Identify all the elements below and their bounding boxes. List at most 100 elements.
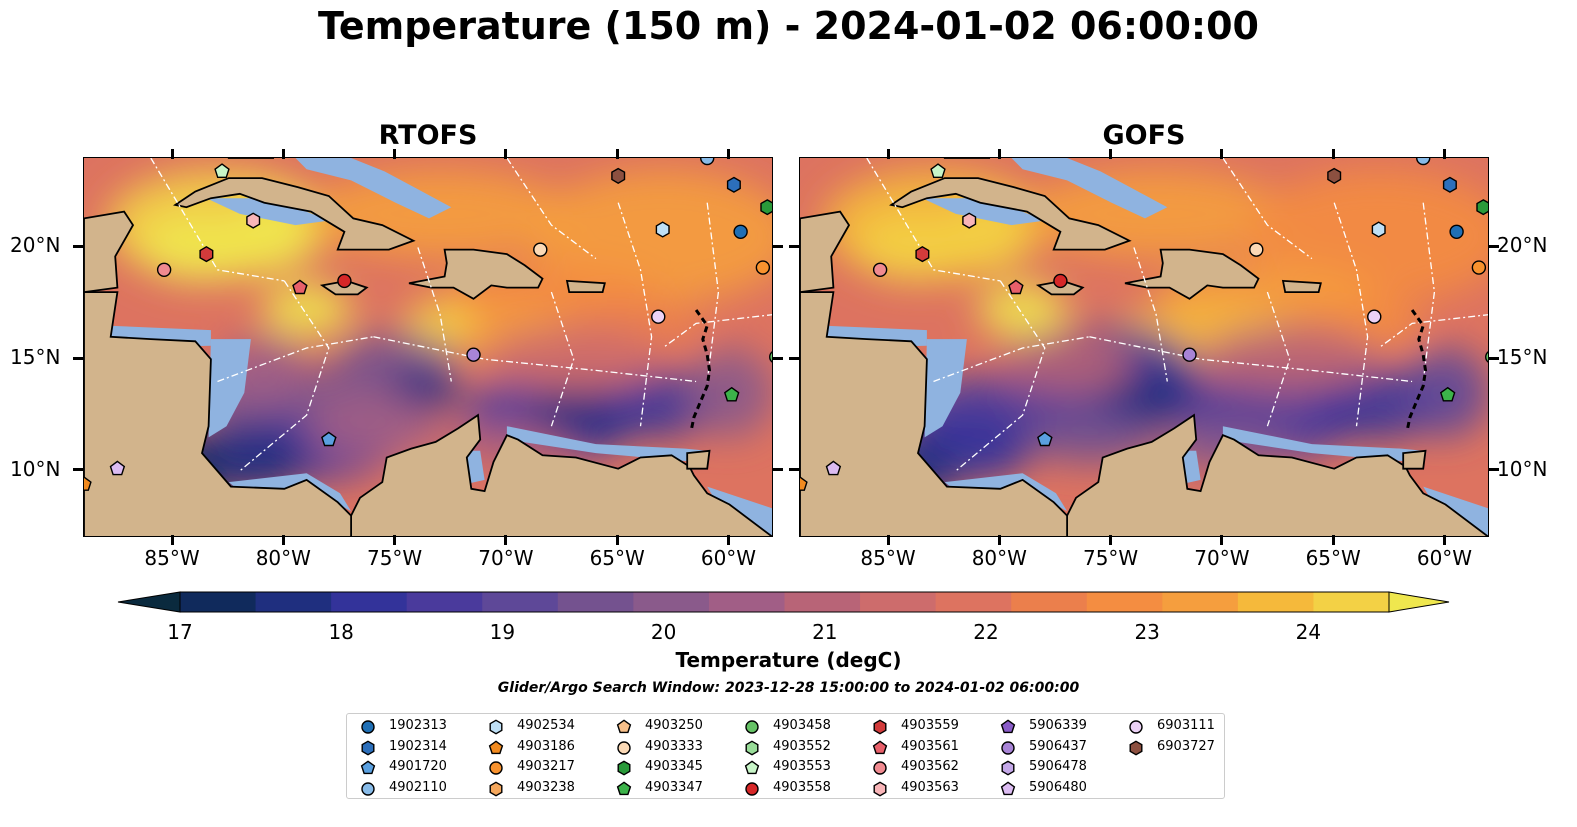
float-marker-4903347	[723, 386, 740, 402]
puerto-rico-land	[565, 279, 606, 294]
legend-label: 4903559	[901, 718, 959, 733]
panel-title-gofs: GOFS	[1102, 120, 1186, 151]
colorbar-tick-label: 24	[1295, 620, 1322, 644]
legend-marker-5906437	[1001, 740, 1015, 755]
float-marker-5906437	[466, 347, 481, 362]
legend-item: 4903238	[487, 778, 607, 798]
legend-item: 4903345	[615, 757, 735, 777]
float-marker-1902314	[726, 176, 741, 193]
float-marker-4903186	[84, 476, 92, 491]
temperature-blob	[262, 283, 352, 337]
colorbar-title: Temperature (degC)	[675, 648, 902, 672]
temperature-blob	[978, 283, 1068, 337]
float-marker-4903217	[755, 260, 771, 275]
lon-tick-label: 70°W	[1194, 546, 1250, 570]
legend-marker-icon	[488, 739, 504, 754]
lon-tick-label: 60°W	[1416, 546, 1473, 570]
float-marker-4902534	[655, 221, 670, 238]
legend-marker-icon	[360, 760, 376, 775]
lon-tick-mark	[726, 149, 730, 159]
legend-label: 4903347	[645, 779, 703, 795]
float-marker-4903561	[1008, 279, 1024, 295]
legend-label: 4903561	[901, 738, 959, 754]
cuba-land	[889, 177, 1132, 251]
float-marker-4902534	[1371, 221, 1386, 238]
float-marker-4903553	[930, 163, 946, 178]
float-marker-1902313	[733, 224, 748, 239]
legend-label: 6903111	[1157, 718, 1215, 733]
legend-marker-icon	[1001, 760, 1015, 776]
cuba-south-shelf	[922, 198, 1045, 226]
lon-tick-mark	[615, 535, 619, 545]
legend-marker-icon	[489, 719, 503, 735]
float-marker-4903553	[214, 163, 230, 178]
legend-label: 4903345	[645, 759, 703, 774]
lat-tick-mark	[789, 244, 799, 248]
legend-marker-icon	[873, 719, 887, 735]
float-marker-4903563	[246, 212, 261, 229]
legend-label: 4902534	[517, 718, 575, 733]
float-marker-4903186	[800, 476, 808, 491]
legend-marker-icon	[872, 739, 888, 754]
yucatan-land	[800, 210, 851, 294]
eez-boundary	[150, 158, 285, 282]
colorbar-tick-label: 20	[650, 620, 677, 644]
lat-tick-label-right: 20°N	[1497, 233, 1548, 258]
float-marker-4903559	[915, 245, 930, 263]
legend-item: 4903333	[615, 737, 735, 757]
legend-marker-4903553	[744, 760, 760, 775]
colorbar-segment	[784, 592, 861, 612]
lat-tick-label-left: 10°N	[10, 456, 61, 481]
legend-item: 4903552	[743, 737, 863, 757]
legend-item: 4903563	[871, 778, 991, 798]
legend-marker-5906478	[1001, 760, 1015, 776]
colorbar-tick-label: 23	[1134, 620, 1160, 644]
legend-marker-4903186	[488, 739, 504, 754]
legend-marker-5906480	[1000, 780, 1016, 795]
legend-marker-icon	[616, 780, 632, 795]
legend-item: 4903561	[871, 737, 991, 757]
float-marker-4903559	[199, 245, 214, 263]
legend-marker-4903552	[745, 739, 759, 756]
colorbar-segment	[1313, 592, 1390, 612]
legend-marker-icon	[873, 761, 887, 775]
main-title: Temperature (150 m) - 2024-01-02 06:00:0…	[317, 4, 1259, 48]
nicaragua-shelf	[208, 339, 251, 438]
legend-marker-icon	[617, 740, 631, 755]
legend-item: 4903217	[487, 757, 607, 777]
venezuela-shelf	[1222, 426, 1424, 462]
lon-tick-mark	[615, 149, 619, 159]
legend-marker-4902110	[361, 781, 375, 796]
lon-tick-label: 75°W	[1082, 546, 1139, 570]
legend-marker-icon	[489, 761, 503, 775]
colorbar	[117, 591, 1450, 613]
float-marker-6903111	[651, 309, 666, 324]
legend-item: 4901720	[359, 757, 479, 777]
colorbar-segment	[255, 592, 332, 612]
legend-marker-4903217	[489, 761, 503, 775]
legend-marker-4903238	[489, 780, 503, 797]
lon-tick-mark	[1331, 149, 1335, 159]
lon-tick-mark	[997, 149, 1001, 159]
legend-item: 5906478	[999, 757, 1119, 777]
eez-boundary	[1133, 247, 1168, 382]
legend-marker-icon	[745, 720, 759, 734]
legend-label: 4903552	[773, 738, 831, 754]
legend-item: 5906437	[999, 737, 1119, 757]
float-marker-4902110	[1416, 158, 1431, 166]
panama-shelf	[228, 473, 352, 512]
legend-marker-icon	[745, 781, 759, 796]
legend-item: 4903347	[615, 778, 735, 798]
colorbar-tick-label: 17	[167, 620, 193, 644]
legend-label: 1902313	[389, 718, 447, 733]
legend-label: 4903217	[517, 759, 575, 774]
legend-item: 4903559	[871, 716, 991, 736]
legend-marker-4903561	[872, 739, 888, 754]
float-marker-4903458	[1485, 351, 1488, 363]
legend-item: 4902534	[487, 716, 607, 736]
eez-boundary	[933, 336, 1090, 383]
legend-marker-icon	[616, 719, 632, 734]
temperature-blob	[1000, 332, 1134, 395]
colorbar-segment	[935, 592, 1012, 612]
cuba-land	[173, 177, 416, 251]
